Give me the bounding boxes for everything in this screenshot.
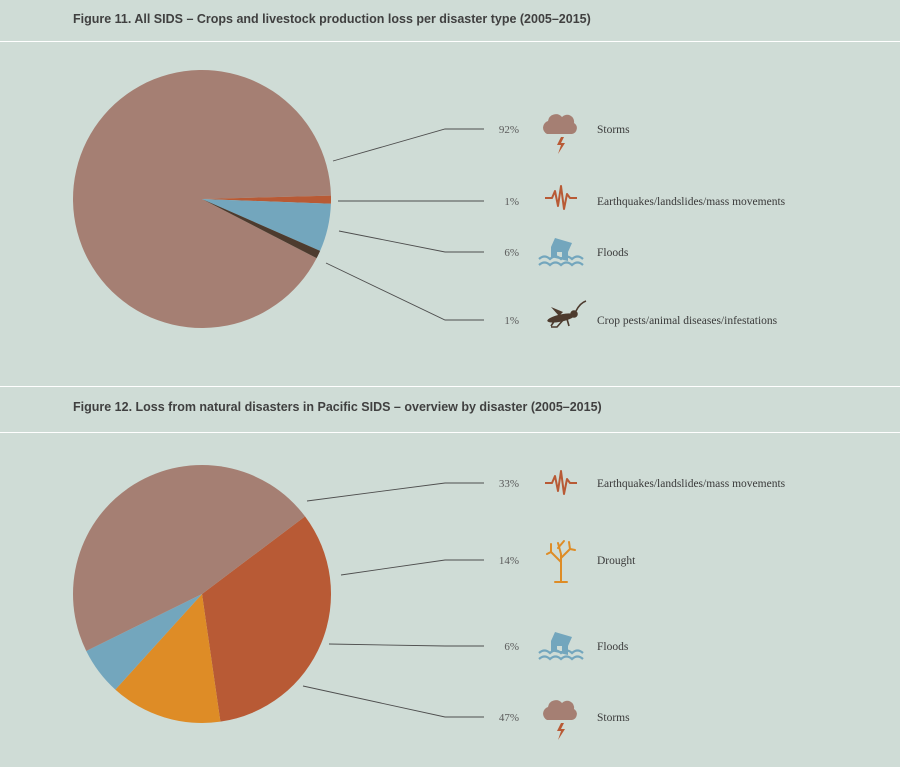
leader-line xyxy=(302,685,484,718)
pie-slice-floods xyxy=(86,594,202,690)
percent-label: 6% xyxy=(504,247,519,259)
leader-line xyxy=(325,262,484,321)
drought-tree-icon xyxy=(546,540,576,583)
leader-line xyxy=(338,230,484,253)
legend-label: Crop pests/animal diseases/infestations xyxy=(597,315,778,327)
legend-label: Storms xyxy=(597,712,630,724)
divider xyxy=(0,432,900,433)
pie-slice-earthquakes xyxy=(202,516,331,722)
divider xyxy=(0,386,900,387)
pie-slice-floods xyxy=(202,199,331,251)
legend-label: Floods xyxy=(597,641,629,653)
percent-label: 33% xyxy=(499,478,519,490)
pie-slice-earthquakes xyxy=(202,195,331,204)
pie-slice-storms xyxy=(73,70,331,329)
legend-label: Earthquakes/landslides/mass movements xyxy=(597,478,786,490)
legend-label: Floods xyxy=(597,247,629,259)
pie-slice-drought xyxy=(115,594,221,723)
pie-slice-storms xyxy=(72,464,306,651)
leader-line xyxy=(306,482,484,502)
leader-line xyxy=(340,559,484,576)
figure-12-pie-chart: 33% Earthquakes/landslides/mass movements… xyxy=(72,464,786,740)
figure-11-pie-chart: 92% Storms 1% Earthquakes/landslides/mass m… xyxy=(73,70,786,329)
leader-line xyxy=(332,128,484,162)
locust-icon xyxy=(547,300,587,328)
earthquake-icon xyxy=(545,185,577,210)
divider xyxy=(0,41,900,42)
leader-line xyxy=(328,643,484,647)
legend-label: Drought xyxy=(597,555,636,567)
percent-label: 14% xyxy=(499,555,519,567)
flood-icon xyxy=(538,238,584,267)
storm-icon xyxy=(543,114,577,154)
percent-label: 1% xyxy=(504,196,519,208)
legend-label: Earthquakes/landslides/mass movements xyxy=(597,196,786,208)
earthquake-icon xyxy=(545,470,577,495)
pie-slice-crop-pests xyxy=(202,199,321,259)
storm-icon xyxy=(543,700,577,740)
figure-12-title: Figure 12. Loss from natural disasters i… xyxy=(73,400,602,414)
figure-11-panel: Figure 11. All SIDS – Crops and livestoc… xyxy=(0,12,900,387)
percent-label: 6% xyxy=(504,641,519,653)
percent-label: 1% xyxy=(504,315,519,327)
percent-label: 47% xyxy=(499,712,519,724)
flood-icon xyxy=(538,632,584,661)
figure-11-title: Figure 11. All SIDS – Crops and livestoc… xyxy=(73,12,591,26)
legend-label: Storms xyxy=(597,124,630,136)
figure-12-panel: Figure 12. Loss from natural disasters i… xyxy=(0,388,900,767)
percent-label: 92% xyxy=(499,124,519,136)
